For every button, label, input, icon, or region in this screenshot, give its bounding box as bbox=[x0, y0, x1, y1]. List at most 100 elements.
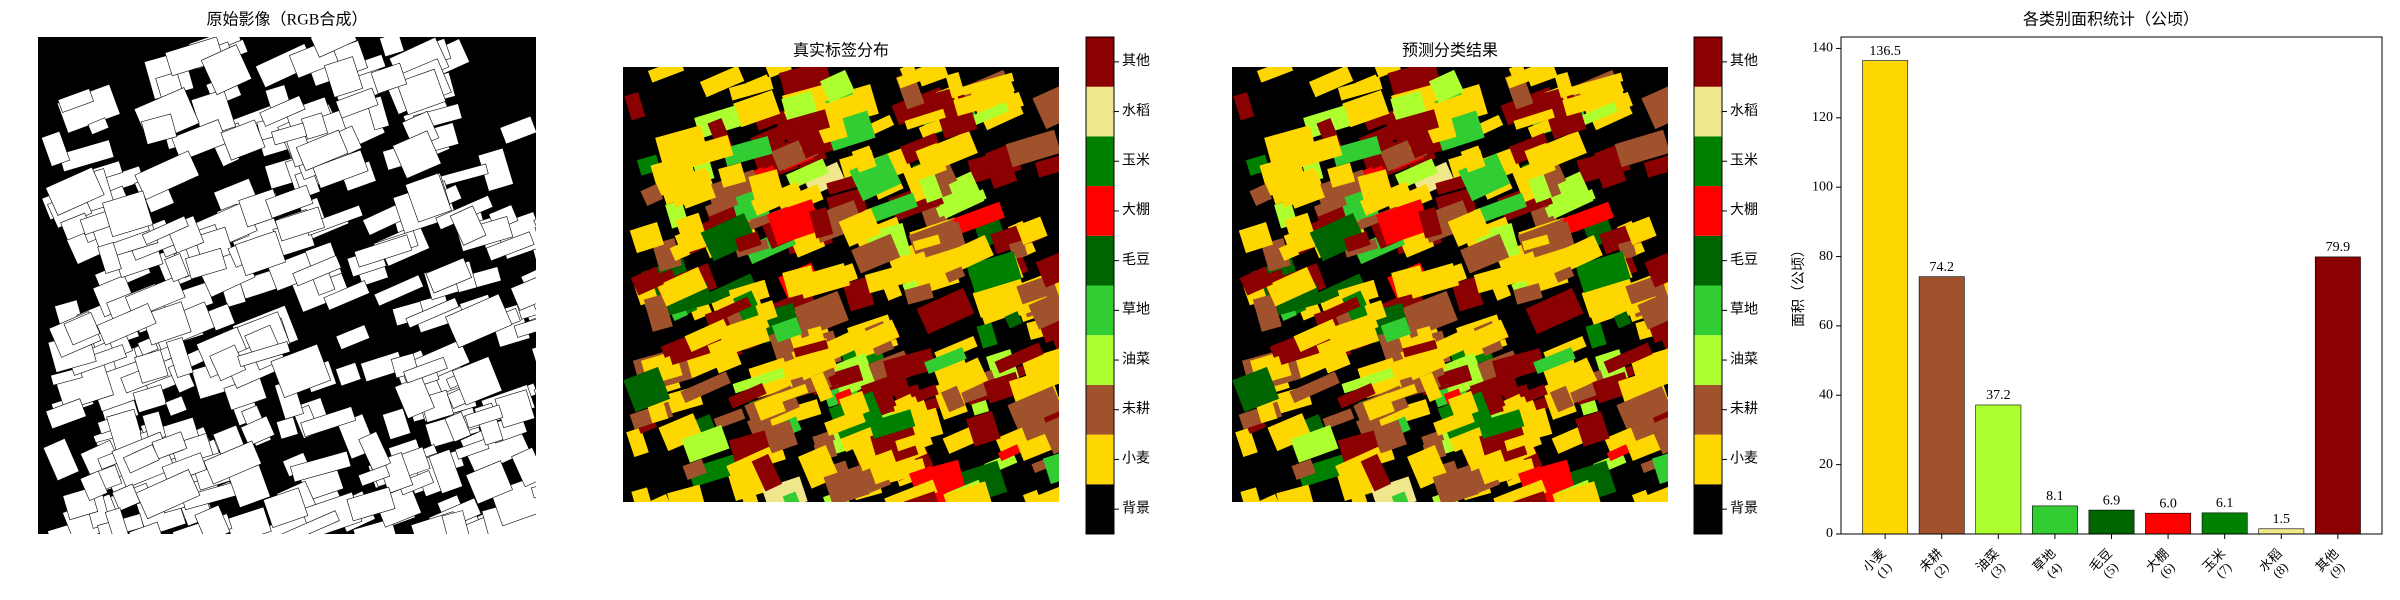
value-label: 6.9 bbox=[2103, 493, 2121, 508]
field bbox=[1290, 425, 1339, 463]
field bbox=[141, 301, 192, 346]
field bbox=[838, 390, 870, 420]
field bbox=[1314, 194, 1348, 217]
field bbox=[335, 361, 362, 387]
field bbox=[755, 108, 793, 131]
field bbox=[994, 342, 1044, 374]
colorbar-label: 玉米 bbox=[1730, 152, 1758, 168]
field bbox=[1473, 261, 1530, 294]
colorbar-label: 小麦 bbox=[1122, 451, 1150, 467]
bar bbox=[1918, 276, 1965, 535]
value-label: 8.1 bbox=[2046, 489, 2064, 504]
value-label: 74.2 bbox=[1929, 260, 1954, 275]
field bbox=[1028, 292, 1059, 330]
field bbox=[726, 446, 776, 480]
field bbox=[1559, 201, 1614, 236]
x-tick-label-box: 毛豆 (5) bbox=[2086, 546, 2121, 581]
value-label: 1.5 bbox=[2273, 512, 2291, 527]
field bbox=[1293, 318, 1340, 352]
field bbox=[533, 200, 536, 241]
field bbox=[532, 242, 536, 269]
field bbox=[864, 261, 921, 294]
chart-title: 各类别面积统计（公顷） bbox=[2023, 11, 2199, 29]
colorbar-swatch bbox=[1694, 484, 1722, 534]
field bbox=[1327, 162, 1356, 188]
field bbox=[1428, 69, 1464, 103]
field bbox=[1374, 67, 1401, 78]
field bbox=[794, 297, 835, 335]
field bbox=[511, 446, 536, 488]
field bbox=[1289, 371, 1340, 404]
field bbox=[1266, 266, 1317, 307]
field bbox=[42, 438, 80, 482]
field bbox=[884, 479, 938, 502]
field bbox=[1624, 402, 1659, 441]
field bbox=[97, 241, 122, 274]
field bbox=[45, 398, 87, 430]
map-fields bbox=[623, 67, 1059, 502]
field bbox=[1316, 296, 1361, 325]
colorbar-swatch bbox=[1694, 136, 1722, 187]
field bbox=[785, 158, 829, 190]
field bbox=[728, 76, 774, 101]
field bbox=[220, 119, 266, 161]
colorbar-label: 其他 bbox=[1122, 53, 1150, 69]
field bbox=[969, 73, 1015, 107]
field bbox=[647, 67, 685, 83]
panel-title: 预测分类结果 bbox=[1402, 42, 1498, 60]
field bbox=[1493, 479, 1547, 502]
field bbox=[1005, 129, 1059, 168]
field bbox=[1308, 67, 1354, 98]
field bbox=[983, 371, 1023, 404]
field bbox=[1651, 443, 1668, 484]
field bbox=[1258, 493, 1283, 502]
field bbox=[980, 290, 998, 307]
value-label: 79.9 bbox=[2326, 240, 2351, 255]
field bbox=[1309, 212, 1366, 262]
field bbox=[295, 129, 349, 172]
field bbox=[1437, 368, 1462, 387]
field bbox=[640, 183, 664, 206]
field bbox=[903, 491, 946, 502]
field bbox=[916, 287, 975, 335]
field bbox=[623, 366, 671, 413]
field bbox=[765, 67, 792, 78]
field bbox=[1509, 132, 1551, 165]
field bbox=[1667, 308, 1668, 335]
field bbox=[1544, 189, 1596, 218]
field bbox=[382, 407, 412, 441]
field bbox=[346, 486, 396, 522]
field bbox=[535, 368, 536, 410]
field bbox=[819, 69, 855, 103]
field bbox=[1472, 192, 1527, 225]
field bbox=[444, 411, 472, 443]
field bbox=[1239, 266, 1273, 296]
colorbar-label: 草地 bbox=[1730, 302, 1758, 318]
field bbox=[807, 326, 825, 343]
field bbox=[1375, 199, 1432, 246]
field bbox=[1499, 445, 1528, 463]
field bbox=[1276, 175, 1310, 208]
field bbox=[122, 444, 160, 474]
field bbox=[742, 493, 763, 502]
field bbox=[1475, 449, 1510, 485]
field bbox=[1337, 383, 1376, 409]
field bbox=[707, 336, 742, 374]
field bbox=[203, 440, 262, 485]
map-fields bbox=[1232, 67, 1668, 502]
field bbox=[534, 216, 536, 244]
bar bbox=[2258, 528, 2305, 535]
field bbox=[1292, 135, 1343, 169]
field bbox=[1343, 231, 1371, 253]
field bbox=[1322, 408, 1355, 430]
field bbox=[352, 518, 403, 534]
field bbox=[1477, 409, 1525, 439]
colorbar-label: 小麦 bbox=[1730, 451, 1758, 467]
field bbox=[629, 221, 665, 254]
field bbox=[943, 481, 995, 502]
colorbar-label: 大棚 bbox=[1730, 202, 1758, 218]
field bbox=[1035, 249, 1059, 288]
colorbar-swatch bbox=[1086, 434, 1114, 485]
field bbox=[140, 113, 178, 145]
field bbox=[79, 470, 109, 502]
